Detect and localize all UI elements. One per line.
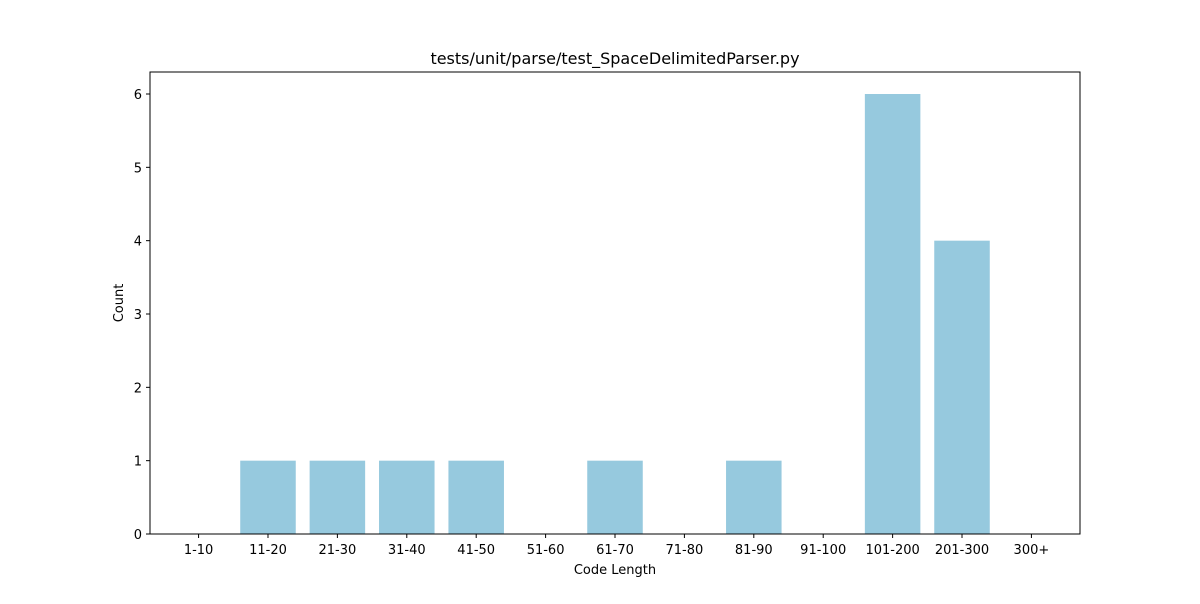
x-tick-label: 71-80 <box>666 543 704 558</box>
x-axis: 1-10 11-20 21-30 31-40 41-50 51-60 61-70 71-80 8… <box>184 534 1049 558</box>
x-tick-label: 81-90 <box>735 543 773 558</box>
x-tick-label: 51-60 <box>527 543 565 558</box>
x-tick-label: 201-300 <box>935 543 989 558</box>
x-tick-label: 300+ <box>1014 543 1050 558</box>
x-tick-label: 91-100 <box>800 543 846 558</box>
bar-11-20 <box>240 460 296 534</box>
bar-31-40 <box>379 460 435 534</box>
y-tick-label: 3 <box>134 308 142 323</box>
x-tick-label: 31-40 <box>388 543 426 558</box>
x-tick-label: 61-70 <box>596 543 634 558</box>
y-tick-label: 0 <box>134 528 142 543</box>
chart-title: tests/unit/parse/test_SpaceDelimitedPars… <box>430 49 799 69</box>
bar-21-30 <box>309 460 366 534</box>
y-tick-label: 6 <box>134 88 142 103</box>
y-axis-label: Count <box>112 284 127 323</box>
y-tick-label: 4 <box>134 235 142 250</box>
bar-81-90 <box>726 460 782 534</box>
plot-area <box>240 94 990 534</box>
y-tick-label: 2 <box>134 381 142 396</box>
x-tick-label: 101-200 <box>865 543 919 558</box>
y-axis: 0 1 2 3 4 5 6 <box>134 88 150 543</box>
x-tick-label: 21-30 <box>318 543 356 558</box>
bar-61-70 <box>587 460 643 534</box>
y-tick-label: 1 <box>134 455 142 470</box>
bar-101-200 <box>864 94 921 534</box>
bar-41-50 <box>448 460 504 534</box>
y-tick-label: 5 <box>134 161 142 176</box>
x-axis-label: Code Length <box>574 563 656 578</box>
x-tick-label: 1-10 <box>184 543 214 558</box>
x-tick-label: 11-20 <box>249 543 287 558</box>
bar-201-300 <box>934 240 990 534</box>
x-tick-label: 41-50 <box>457 543 495 558</box>
